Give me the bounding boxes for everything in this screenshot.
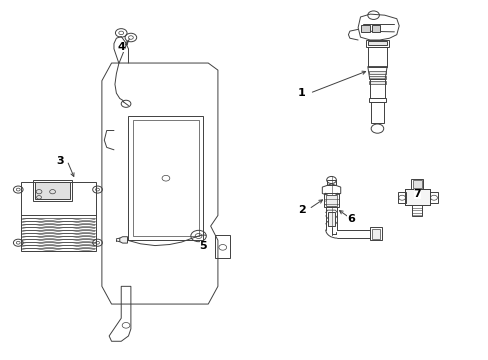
- Bar: [368, 76, 386, 79]
- Text: 6: 6: [346, 214, 354, 224]
- Text: 3: 3: [56, 156, 63, 166]
- Bar: [128, 116, 203, 240]
- Text: 7: 7: [413, 189, 421, 199]
- Bar: [369, 79, 384, 99]
- Bar: [368, 71, 386, 74]
- Bar: [367, 47, 386, 67]
- Bar: [370, 102, 383, 123]
- Bar: [397, 192, 406, 203]
- Text: 1: 1: [297, 88, 305, 98]
- Bar: [367, 41, 386, 45]
- Bar: [405, 189, 429, 205]
- Polygon shape: [120, 237, 127, 243]
- Bar: [324, 193, 338, 207]
- Bar: [368, 98, 385, 102]
- Bar: [326, 180, 336, 185]
- Bar: [21, 182, 96, 251]
- Bar: [412, 180, 421, 188]
- Bar: [429, 192, 437, 203]
- Text: 4: 4: [117, 42, 125, 52]
- Bar: [133, 121, 198, 236]
- Bar: [366, 40, 388, 47]
- Bar: [33, 180, 72, 201]
- Bar: [361, 26, 369, 32]
- Bar: [410, 179, 423, 189]
- Text: 5: 5: [199, 240, 207, 251]
- Bar: [215, 235, 229, 258]
- Bar: [371, 229, 380, 239]
- Bar: [411, 205, 421, 216]
- Bar: [371, 26, 380, 32]
- Bar: [327, 212, 335, 226]
- Bar: [325, 195, 336, 206]
- Bar: [35, 183, 70, 199]
- Bar: [405, 189, 429, 205]
- Text: 2: 2: [297, 205, 305, 215]
- Bar: [369, 228, 382, 240]
- Bar: [368, 81, 386, 84]
